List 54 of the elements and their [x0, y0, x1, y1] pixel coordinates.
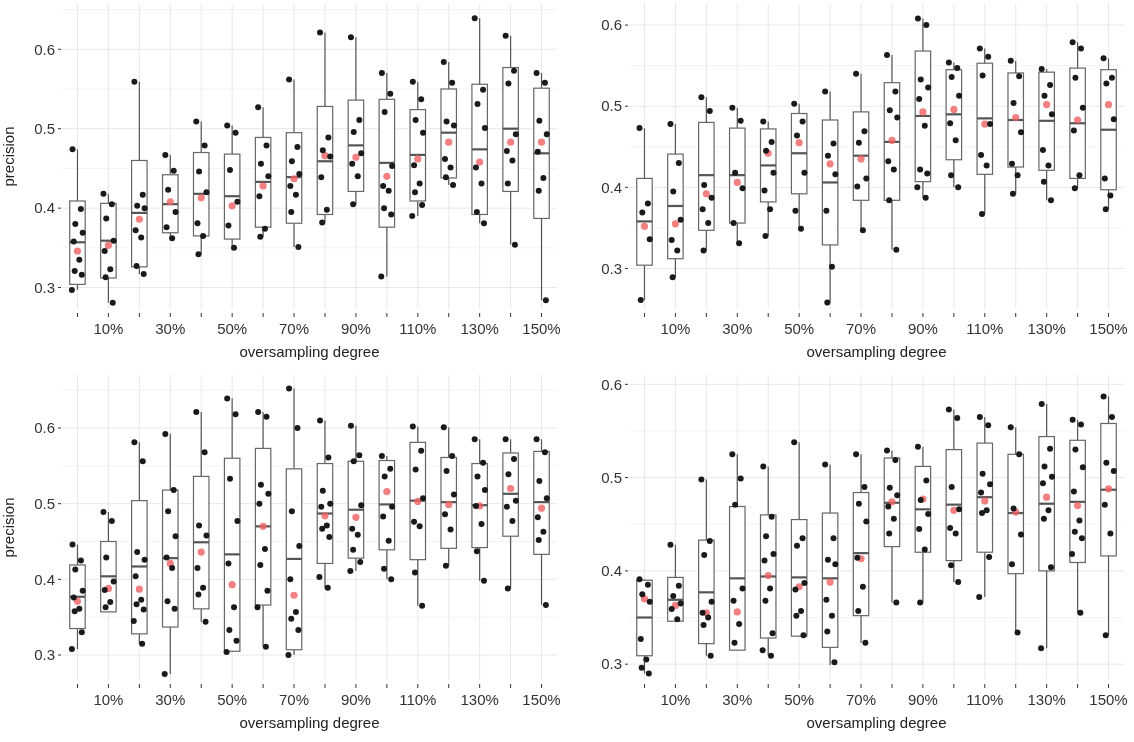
y-tick-label: 0.3 — [601, 259, 622, 277]
y-axis-title: precision — [0, 126, 17, 187]
x-tick-label: 30% — [722, 320, 753, 337]
x-tick-label: 70% — [846, 691, 877, 708]
y-tick-label: 0.3 — [601, 655, 622, 673]
x-tick-label: 50% — [784, 691, 815, 708]
x-tick-label: 150% — [1089, 691, 1128, 708]
y-tick-label: 0.6 — [34, 419, 55, 437]
x-tick-label: 30% — [722, 691, 753, 708]
y-tick-label: 0.5 — [34, 494, 55, 512]
x-tick-label: 150% — [522, 320, 561, 337]
x-tick-label: 50% — [217, 691, 248, 708]
x-tick-label: 130% — [460, 691, 499, 708]
x-tick-label: 130% — [1027, 691, 1066, 708]
x-axis-title: oversampling degree — [806, 714, 947, 731]
x-tick-label: 30% — [155, 691, 186, 708]
x-tick-label: 130% — [460, 320, 499, 337]
x-tick-label: 70% — [279, 691, 310, 708]
y-tick-label: 0.4 — [601, 562, 622, 580]
y-tick-label: 0.3 — [34, 278, 55, 296]
x-tick-label: 150% — [522, 691, 561, 708]
y-tick-label: 0.6 — [601, 375, 622, 393]
x-tick-label: 70% — [279, 320, 310, 337]
x-tick-label: 90% — [340, 320, 371, 337]
x-tick-label: 30% — [155, 320, 186, 337]
x-axis-title: oversampling degree — [239, 343, 380, 360]
x-tick-label: 110% — [966, 320, 1004, 337]
y-tick-label: 0.6 — [601, 16, 622, 34]
y-tick-label: 0.4 — [34, 570, 55, 588]
x-tick-label: 90% — [907, 320, 938, 337]
y-tick-label: 0.4 — [34, 199, 55, 217]
x-tick-label: 10% — [93, 691, 124, 708]
x-tick-label: 90% — [907, 691, 938, 708]
x-tick-label: 130% — [1027, 320, 1066, 337]
x-tick-label: 50% — [217, 320, 248, 337]
y-axis-title: precision — [0, 497, 17, 558]
x-axis-title: oversampling degree — [806, 343, 947, 360]
x-tick-label: 10% — [93, 320, 124, 337]
y-tick-label: 0.5 — [34, 119, 55, 137]
x-tick-label: 110% — [399, 320, 437, 337]
x-tick-label: 110% — [399, 691, 437, 708]
x-tick-label: 110% — [966, 691, 1004, 708]
y-tick-label: 0.4 — [601, 178, 622, 196]
x-tick-label: 10% — [660, 320, 691, 337]
x-axis-title: oversampling degree — [239, 714, 380, 731]
y-tick-label: 0.6 — [34, 40, 55, 58]
y-tick-label: 0.5 — [601, 468, 622, 486]
x-tick-label: 90% — [340, 691, 371, 708]
y-tick-label: 0.3 — [34, 646, 55, 664]
x-tick-label: 10% — [660, 691, 691, 708]
y-tick-label: 0.5 — [601, 97, 622, 115]
x-tick-label: 50% — [784, 320, 815, 337]
x-tick-label: 150% — [1089, 320, 1128, 337]
x-tick-label: 70% — [846, 320, 877, 337]
